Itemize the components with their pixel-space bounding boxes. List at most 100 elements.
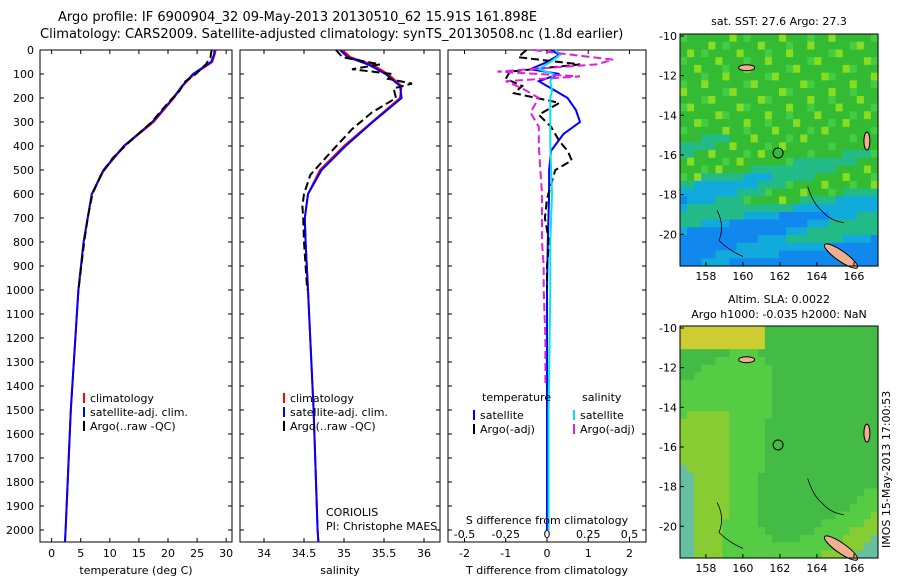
argo-position-marker [772,439,784,451]
x-tick-label: -1 [500,547,511,560]
y-tick-label: 900 [13,260,34,273]
x-axis-label-temperature: temperature (deg C) [79,564,192,577]
x-top-tick-label: 0.25 [576,528,601,541]
figure-title-line-1: Argo profile: IF 6900904_32 09-May-2013 … [58,10,538,25]
map-y-tick-label: -18 [659,189,677,202]
map-x-tick-label: 158 [695,270,716,283]
legend-label: climatology [90,392,154,405]
x-tick-label: 1 [585,547,592,560]
map-y-tick-label: -12 [659,70,677,83]
y-tick-label: 1800 [6,476,34,489]
legend-label: climatology [290,392,354,405]
series-line-difference-salinity-argo-adj- [497,49,614,386]
legend-label: satellite [480,409,524,422]
series-line-difference-salinity-satellite [536,49,562,530]
plot-frame-temperature [39,49,233,543]
y-tick-label: 1400 [6,380,34,393]
map-y-tick-label: -20 [659,520,677,533]
island-vanuatu [863,131,871,151]
x-tick-label: 2 [626,547,633,560]
island-vanuatu [863,423,871,443]
map-y-tick-label: -12 [659,362,677,375]
x-tick-label: 34 [257,547,271,560]
map-x-tick-label: 160 [732,270,753,283]
x-tick-label: 15 [132,547,146,560]
x-axis-label-s-difference: S difference from climatology [466,514,629,527]
y-tick-label: 1900 [6,500,34,513]
map-x-tick-label: 162 [769,270,790,283]
series-line-salinity-satellite-adj-clim- [303,49,403,543]
map-x-tick-label: 162 [769,562,790,575]
x-tick-label: 34.5 [292,547,317,560]
y-tick-label: 1500 [6,404,34,417]
y-tick-label: 600 [13,188,34,201]
x-top-tick-label: -0.5 [454,528,475,541]
map-frame-1 [679,33,879,267]
map-y-tick-label: -10 [659,322,677,335]
legend-label: Argo(..raw -QC) [90,420,176,433]
y-tick-label: 1100 [6,308,34,321]
island-rennell [738,64,756,72]
island-rennell [738,356,756,364]
x-tick-label: 30 [219,547,233,560]
x-tick-label: 36 [417,547,431,560]
y-tick-label: 500 [13,164,34,177]
map-y-tick-label: -14 [659,401,677,414]
map-y-tick-label: -20 [659,228,677,241]
map-title-1-1: sat. SST: 27.6 Argo: 27.3 [711,15,847,28]
legend-label: satellite-adj. clim. [90,406,188,419]
y-tick-label: 100 [13,68,34,81]
figure-title-line-2: Climatology: CARS2009. Satellite-adjuste… [40,27,624,42]
legend-label: satellite-adj. clim. [290,406,388,419]
legend-header-temperature: temperature [482,391,551,404]
map-title-2-2: Argo h1000: -0.035 h2000: NaN [691,308,867,321]
legend-label: Argo(-adj) [580,423,635,436]
map-x-tick-label: 166 [843,562,864,575]
x-tick-label: 5 [77,547,84,560]
x-tick-label: 0 [544,547,551,560]
legend-label: Argo(-adj) [480,423,535,436]
map-y-tick-label: -18 [659,481,677,494]
map-x-tick-label: 164 [806,270,827,283]
map-title-2-1: Altim. SLA: 0.0022 [728,293,830,306]
x-axis-label-t-difference: T difference from climatology [465,564,628,577]
x-top-tick-label: -0.25 [492,528,520,541]
map-x-tick-label: 164 [806,562,827,575]
series-line-temperature-argo-raw-qc- [77,49,213,291]
map-x-tick-label: 160 [732,562,753,575]
map-y-tick-label: -16 [659,149,677,162]
map-x-tick-label: 158 [695,562,716,575]
map-x-tick-label: 166 [843,270,864,283]
argo-position-marker [772,147,784,159]
y-tick-label: 1700 [6,452,34,465]
y-tick-label: 0 [27,44,34,57]
legend-label: Argo(..raw -QC) [290,420,376,433]
map-y-tick-label: -14 [659,109,677,122]
plot-frame-salinity [239,49,441,543]
bathymetry-contour [807,478,844,516]
bathymetry-contour [716,502,744,549]
x-tick-label: 25 [190,547,204,560]
x-axis-label-salinity: salinity [320,564,360,577]
y-tick-label: 200 [13,92,34,105]
annotation-pi: PI: Christophe MAES [326,520,437,533]
bathymetry-contour [807,186,844,224]
map-field-sst [680,34,879,269]
x-tick-label: 35 [337,547,351,560]
map-frame-2 [679,325,879,559]
x-top-tick-label: 0 [544,528,551,541]
map-y-tick-label: -16 [659,441,677,454]
y-tick-label: 700 [13,212,34,225]
x-tick-label: 0 [48,547,55,560]
bathymetry-contour [716,210,744,257]
y-tick-label: 1200 [6,332,34,345]
island-new-caledonia [823,535,859,561]
x-tick-label: 20 [161,547,175,560]
y-tick-label: 1600 [6,428,34,441]
x-tick-label: 35.5 [372,547,397,560]
island-new-caledonia [823,243,859,269]
map-y-tick-label: -10 [659,30,677,43]
y-tick-label: 300 [13,116,34,129]
y-tick-label: 800 [13,236,34,249]
